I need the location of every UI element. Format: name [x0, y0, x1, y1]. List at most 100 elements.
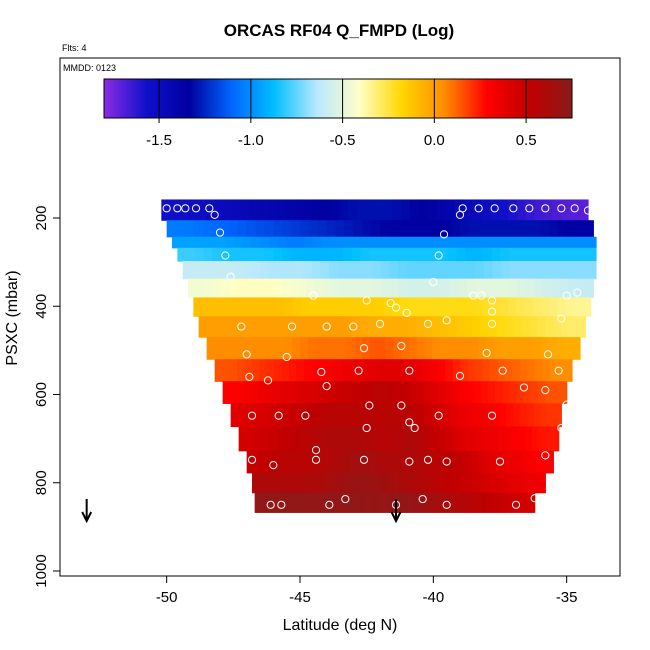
heatmap-cell	[313, 236, 323, 249]
heatmap-cell	[289, 278, 299, 299]
heatmap-cell	[388, 220, 399, 238]
heatmap-cell	[445, 199, 456, 221]
heatmap-cell	[518, 261, 528, 280]
data-point	[487, 307, 497, 316]
heatmap-cell	[525, 337, 534, 360]
heatmap-cell	[283, 492, 291, 513]
data-point	[543, 350, 553, 359]
heatmap-cell	[318, 426, 326, 452]
heatmap-cell	[552, 199, 562, 221]
heatmap-cell	[271, 316, 280, 338]
heatmap-cell	[221, 278, 231, 299]
heatmap-cell	[486, 337, 496, 360]
data-point	[226, 272, 235, 281]
heatmap-cell	[313, 492, 320, 513]
heatmap-cell	[425, 450, 433, 474]
heatmap-cell	[251, 261, 261, 280]
y-tick-label: 600	[33, 382, 50, 407]
heatmap-cell	[542, 359, 551, 382]
heatmap-cell	[512, 316, 522, 338]
heatmap-cell	[292, 403, 301, 428]
heatmap-cell	[233, 236, 244, 249]
heatmap-cell	[237, 381, 245, 404]
heatmap-cell	[516, 199, 527, 221]
heatmap-cell	[374, 472, 381, 494]
heatmap-cell	[218, 297, 228, 317]
date-note: MMDD: 0123	[63, 63, 116, 73]
y-tick-label: 400	[33, 294, 50, 319]
data-point	[469, 291, 478, 300]
data-point	[434, 411, 443, 420]
heatmap-cell	[222, 381, 231, 404]
heatmap-cell	[419, 450, 427, 474]
heatmap-cell	[449, 278, 459, 299]
heatmap-cell	[286, 236, 297, 249]
x-tick-label: -45	[289, 589, 311, 606]
data-point	[375, 319, 385, 328]
heatmap-cell	[572, 337, 581, 360]
heatmap-cell	[520, 403, 528, 428]
data-point	[402, 308, 411, 317]
heatmap-cell	[285, 426, 293, 452]
heatmap-cell	[407, 278, 417, 299]
heatmap-cell	[198, 316, 208, 338]
heatmap-cell	[307, 492, 314, 513]
heatmap-cell	[452, 381, 460, 404]
heatmap-cell	[557, 297, 567, 317]
heatmap-cell	[339, 236, 350, 249]
heatmap-cell	[365, 278, 375, 299]
heatmap-cell	[533, 337, 542, 360]
heatmap-cell	[466, 381, 475, 404]
heatmap-cell	[265, 450, 273, 474]
data-point	[570, 204, 579, 213]
data-point	[442, 457, 451, 466]
heatmap-cell	[523, 492, 530, 513]
heatmap-cell	[166, 220, 177, 238]
data-point	[247, 455, 257, 464]
heatmap-cell	[358, 381, 367, 404]
heatmap-cell	[234, 261, 244, 280]
heatmap-cell	[483, 278, 493, 299]
heatmap-cell	[247, 247, 257, 262]
heatmap-cell	[568, 278, 578, 299]
heatmap-cell	[507, 297, 517, 317]
heatmap-cell	[408, 359, 417, 382]
data-point	[557, 314, 566, 323]
heatmap-cell	[372, 426, 380, 452]
heatmap-cell	[458, 261, 468, 280]
heatmap-cell	[303, 199, 314, 221]
data-point	[173, 204, 182, 213]
heatmap-cell	[423, 403, 432, 428]
heatmap-cell	[272, 278, 282, 299]
heatmap-cell	[537, 316, 546, 338]
heatmap-cell	[196, 199, 207, 221]
heatmap-cell	[492, 403, 500, 428]
heatmap-cell	[490, 359, 499, 382]
heatmap-cell	[220, 220, 230, 238]
heatmap-cell	[179, 199, 189, 221]
heatmap-cell	[260, 492, 267, 513]
data-point	[554, 366, 563, 375]
heatmap-cell	[490, 236, 500, 249]
heatmap-cell	[246, 220, 257, 238]
heatmap-cell	[282, 247, 292, 262]
heatmap-cell	[472, 236, 482, 249]
heatmap-cell	[587, 261, 597, 280]
heatmap-cell	[329, 261, 339, 280]
heatmap-cell	[369, 247, 379, 262]
heatmap-cell	[292, 337, 301, 360]
heatmap-cell	[541, 297, 550, 317]
heatmap-cell	[522, 220, 532, 238]
heatmap-cell	[587, 236, 597, 249]
heatmap-cell	[359, 316, 369, 338]
heatmap-cell	[361, 450, 369, 474]
heatmap-cell	[490, 199, 500, 221]
heatmap-cell	[437, 403, 445, 428]
heatmap-cell	[401, 199, 411, 221]
heatmap-cell	[428, 236, 438, 249]
heatmap-cell	[327, 316, 337, 338]
data-point	[429, 277, 438, 287]
heatmap-cell	[505, 426, 513, 452]
heatmap-cell	[306, 403, 314, 428]
heatmap-cell	[333, 359, 342, 382]
